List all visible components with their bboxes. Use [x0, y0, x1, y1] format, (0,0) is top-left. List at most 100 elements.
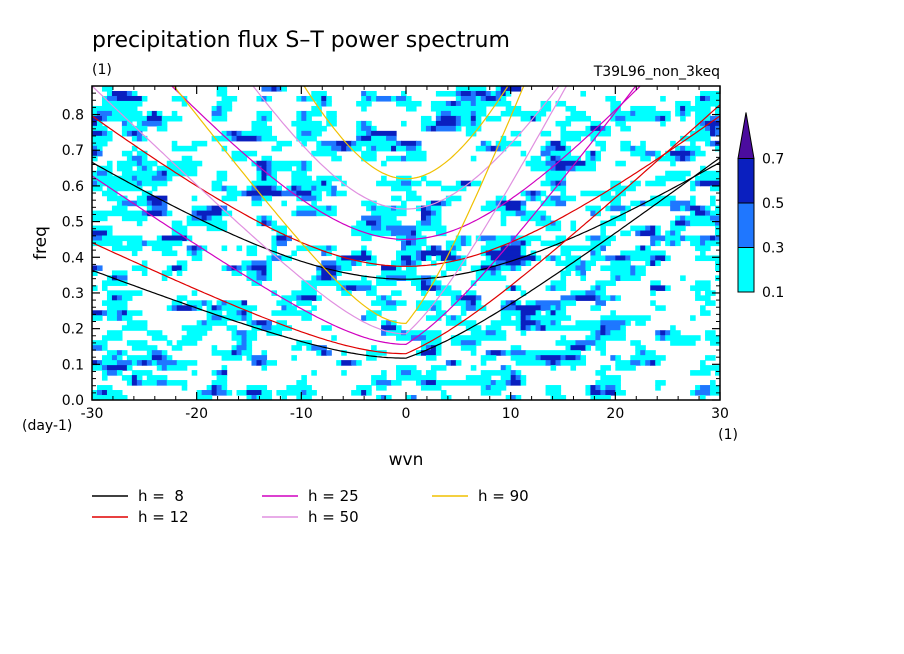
- heat-cell: [261, 175, 268, 182]
- heat-cell: [241, 310, 248, 316]
- heat-cell: [261, 215, 268, 222]
- heat-cell: [366, 390, 372, 396]
- heat-cell: [256, 110, 273, 117]
- heat-cell: [196, 245, 203, 252]
- heat-cell: [635, 265, 646, 272]
- heat-cell: [595, 335, 601, 341]
- heat-cell: [176, 260, 188, 267]
- heat-cell: [351, 360, 357, 366]
- heat-cell: [510, 375, 517, 381]
- heat-cell: [311, 275, 317, 281]
- heat-cell: [655, 305, 666, 311]
- heat-cell: [321, 265, 337, 272]
- heat-cell: [535, 195, 542, 202]
- heat-cell: [670, 160, 676, 167]
- heat-cell: [510, 350, 527, 356]
- heat-cell: [430, 105, 487, 112]
- heat-cell: [221, 355, 243, 361]
- heat-cell: [680, 135, 711, 142]
- heat-cell: [331, 190, 337, 197]
- heat-cell: [645, 180, 666, 187]
- heat-cell: [216, 370, 223, 376]
- heat-cell: [560, 295, 577, 301]
- heat-cell: [520, 290, 527, 296]
- heat-cell: [171, 140, 178, 147]
- colorbar-label: 0.7: [762, 152, 784, 168]
- heat-cell: [535, 220, 552, 227]
- heat-cell: [580, 260, 587, 267]
- heat-cell: [440, 115, 457, 122]
- heat-cell: [560, 155, 582, 162]
- heat-cell: [515, 315, 522, 321]
- heat-cell: [401, 140, 417, 147]
- heat-cell: [650, 290, 656, 296]
- heat-cell: [251, 320, 258, 326]
- heat-cell: [341, 360, 352, 366]
- heat-cell: [435, 90, 457, 97]
- heat-cell: [166, 210, 173, 217]
- heat-cell: [406, 155, 427, 162]
- heat-cell: [291, 120, 322, 127]
- heat-cell: [650, 360, 656, 366]
- heat-cell: [580, 355, 587, 361]
- heat-cell: [261, 220, 268, 227]
- heat-cell: [495, 330, 507, 336]
- heat-cell: [126, 365, 133, 371]
- heat-cell: [610, 185, 636, 192]
- heat-cell: [406, 145, 417, 152]
- heat-cell: [635, 230, 641, 237]
- heat-cell: [306, 110, 322, 117]
- heat-cell: [505, 260, 522, 267]
- heat-cell: [226, 310, 238, 316]
- heat-cell: [301, 390, 307, 396]
- heat-cell: [92, 345, 103, 351]
- heat-cell: [371, 380, 377, 386]
- heat-cell: [101, 375, 108, 381]
- heat-cell: [700, 180, 720, 187]
- heat-cell: [161, 210, 168, 217]
- heat-cell: [515, 305, 542, 311]
- heat-cell: [700, 305, 706, 311]
- heat-cell: [680, 275, 686, 281]
- heat-cell: [705, 205, 711, 212]
- heat-cell: [705, 120, 720, 127]
- heat-cell: [146, 110, 153, 117]
- heat-cell: [670, 340, 696, 346]
- legend-entry: h = 50: [308, 508, 359, 526]
- heat-cell: [171, 110, 178, 117]
- heat-cell: [630, 110, 636, 117]
- heat-cell: [366, 220, 377, 227]
- heat-cell: [640, 230, 656, 237]
- heat-cell: [670, 150, 691, 157]
- heat-cell: [690, 240, 701, 247]
- heat-cell: [670, 225, 686, 232]
- heat-cell: [136, 200, 148, 207]
- heat-cell: [525, 195, 532, 202]
- heat-cell: [101, 370, 108, 376]
- heat-cell: [525, 240, 532, 247]
- chart-subtitle-right: T39L96_non_3keq: [593, 64, 720, 80]
- heat-cell: [480, 140, 487, 147]
- heat-cell: [550, 360, 557, 366]
- heat-cell: [515, 265, 522, 272]
- y-tick-label: 0.3: [62, 286, 84, 302]
- heat-cell: [92, 155, 98, 162]
- heat-cell: [715, 265, 720, 272]
- heat-cell: [396, 335, 412, 341]
- heat-cell: [500, 215, 507, 222]
- heat-cell: [361, 200, 377, 207]
- heat-cell: [700, 235, 711, 242]
- heat-cell: [615, 120, 626, 127]
- heat-cell: [131, 265, 148, 272]
- heat-cell: [306, 390, 317, 396]
- heat-cell: [540, 320, 552, 326]
- heat-cell: [610, 295, 616, 301]
- heat-cell: [311, 150, 337, 157]
- heat-cell: [435, 120, 457, 127]
- heat-cell: [206, 225, 228, 232]
- heat-cell: [246, 320, 253, 326]
- heat-cell: [376, 395, 382, 400]
- heat-cell: [176, 360, 198, 366]
- heat-cell: [590, 330, 596, 336]
- heat-cell: [121, 310, 128, 316]
